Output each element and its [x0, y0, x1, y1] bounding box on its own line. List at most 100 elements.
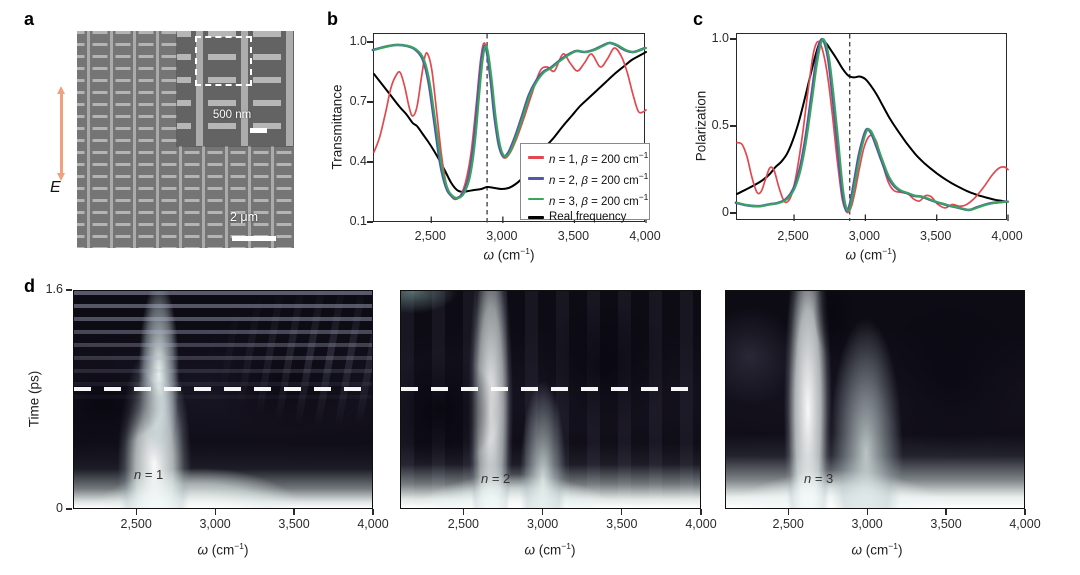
panel-b-plot-area: n = 1, β = 200 cm−1 n = 2, β = 200 cm−1 … [371, 33, 650, 223]
axis-tick [214, 509, 216, 515]
heatmap-n1-fringes [74, 291, 372, 508]
heatmap-x-tick-label: 4,000 [357, 517, 389, 531]
panel-b-x-axis-title: ω (cm−1) [483, 246, 535, 263]
heatmap-y-tick-label: 1.6 [45, 282, 63, 296]
axis-tick [730, 212, 736, 214]
axis-tick [730, 125, 736, 127]
y-tick-label: 0.7 [349, 94, 367, 108]
heatmap-n2-dashed-time-marker [401, 387, 700, 391]
axis-tick [730, 38, 736, 40]
heatmap-x-tick-label: 4,000 [1009, 517, 1041, 531]
axis-tick [135, 509, 137, 515]
legend-row-real-frequency: Real frequency [528, 209, 645, 225]
sem-inset-magnified: 500 nm [176, 31, 294, 146]
curve-n-3-200-cm- [736, 38, 1009, 213]
legend-label-n3: n = 3, β = 200 cm−1 [549, 191, 649, 208]
y-tick-label: 0 [722, 205, 729, 220]
axis-tick [700, 509, 702, 515]
axis-tick [787, 509, 789, 515]
panel-c-curves [734, 34, 1009, 221]
y-tick-label: 0.4 [349, 154, 367, 168]
axis-tick [367, 101, 373, 103]
axis-tick [293, 509, 295, 515]
panel-a-label: a [24, 9, 35, 29]
legend-row-n3: n = 3, β = 200 cm−1 [528, 189, 649, 210]
legend-label-n2: n = 2, β = 200 cm−1 [549, 170, 649, 187]
heatmap-n3: n = 3 [725, 290, 1025, 509]
y-tick-label: 0.1 [349, 214, 367, 228]
panel-c-x-axis-title: ω (cm−1) [845, 246, 897, 263]
y-tick-label: 0.5 [711, 117, 729, 132]
x-tick-label: 4,000 [629, 229, 661, 243]
x-tick-label: 2,500 [414, 229, 446, 243]
heatmap-n3-annotation: n = 3 [804, 471, 834, 486]
panel-c-label: c [693, 9, 704, 29]
heatmap-x-tick-label: 2,500 [120, 517, 152, 531]
curve-n-1-200-cm- [736, 40, 1009, 214]
axis-tick [372, 509, 374, 515]
legend-swatch-n2 [528, 176, 544, 180]
legend-row-n2: n = 2, β = 200 cm−1 [528, 168, 649, 189]
heatmap-n1-x-axis-title: ω (cm−1) [197, 541, 249, 558]
heatmap-n1-annotation: n = 1 [134, 467, 164, 482]
panel-d-y-axis-title: Time (ps) [26, 370, 42, 428]
axis-tick [66, 508, 72, 510]
x-tick-label: 3,500 [920, 229, 952, 243]
arrow-down-head [57, 173, 65, 181]
heatmap-x-tick-label: 3,000 [199, 517, 231, 531]
heatmap-x-tick-label: 3,000 [526, 517, 559, 531]
x-tick-label: 4,000 [991, 229, 1023, 243]
unit-cell-dashed-box [194, 36, 252, 86]
heatmap-x-tick-label: 4,000 [685, 517, 717, 531]
heatmap-n3-x-axis-title: ω (cm−1) [851, 541, 903, 558]
e-field-label: E [50, 179, 61, 196]
heatmap-x-tick-label: 2,500 [447, 517, 479, 531]
heatmap-x-tick-label: 3,000 [851, 517, 883, 531]
panel-c-plot-area [734, 33, 1009, 221]
axis-tick [367, 41, 373, 43]
axis-tick [66, 289, 72, 291]
legend-swatch-n3 [528, 197, 544, 201]
legend-swatch-n1 [528, 156, 544, 159]
heatmap-n1-diagonal-fringes [74, 291, 372, 508]
legend-label-n1: n = 1, β = 200 cm−1 [549, 150, 649, 166]
heatmap-n2-annotation: n = 2 [481, 471, 511, 486]
heatmap-x-tick-label: 3,500 [606, 517, 638, 531]
main-scale-bar-label: 2 μm [230, 210, 259, 224]
legend-label-real-frequency: Real frequency [549, 211, 627, 224]
main-scale-bar [232, 236, 276, 241]
heatmap-x-tick-label: 3,500 [930, 517, 962, 531]
x-tick-label: 3,000 [848, 229, 880, 243]
axis-tick [367, 221, 373, 223]
panel-b-label: b [327, 9, 338, 29]
legend-swatch-real-frequency [528, 216, 544, 219]
heatmap-y-tick-label: 0 [56, 501, 63, 515]
panel-d-label: d [24, 276, 35, 296]
heatmap-n2: n = 2 [400, 290, 701, 509]
heatmap-n2-x-axis-title: ω (cm−1) [524, 541, 576, 558]
inset-scale-bar-label: 500 nm [212, 109, 252, 121]
x-tick-label: 3,000 [486, 229, 518, 243]
axis-tick [621, 509, 623, 515]
axis-tick [1024, 509, 1026, 515]
sem-micrograph: 500 nm 2 μm [77, 31, 294, 248]
curve-n-2-200-cm- [734, 37, 1009, 213]
axis-tick [367, 161, 373, 163]
legend-row-n1: n = 1, β = 200 cm−1 [528, 147, 649, 168]
x-tick-label: 3,500 [557, 229, 590, 243]
x-tick-label: 2,500 [777, 229, 809, 243]
curve-n-3-200-cm- [373, 41, 647, 200]
heatmap-x-tick-label: 2,500 [772, 517, 804, 531]
inset-scale-bar [249, 128, 267, 133]
axis-tick [945, 509, 947, 515]
heatmap-x-tick-label: 3,500 [278, 517, 310, 531]
y-tick-label: 1.0 [349, 34, 367, 48]
axis-tick [462, 509, 465, 515]
legend: n = 1, β = 200 cm−1 n = 2, β = 200 cm−1 … [520, 143, 650, 223]
curve-real-frequency [736, 38, 1009, 203]
e-field-arrow-icon [57, 86, 66, 181]
arrow-up-head [57, 86, 65, 94]
curve-real-frequency [373, 51, 647, 194]
y-tick-label: 1.0 [711, 30, 729, 45]
